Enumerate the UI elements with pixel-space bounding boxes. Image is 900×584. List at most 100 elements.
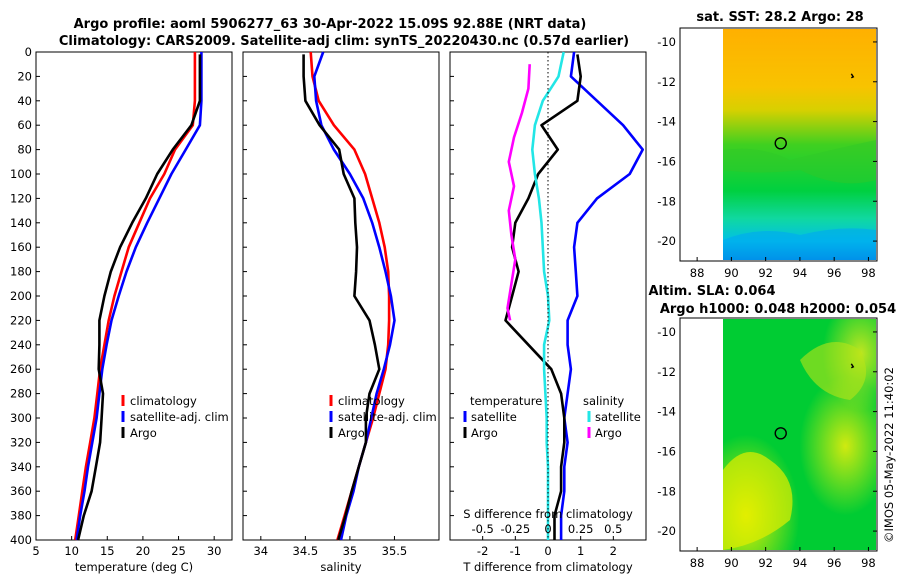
ytick-label: 80 xyxy=(17,143,32,157)
s-xtick-label: 0.5 xyxy=(604,522,622,536)
legend-s-satellite: satellite xyxy=(595,410,641,424)
sst-cool-water xyxy=(723,228,876,260)
s-xtick-label: -0.5 xyxy=(471,522,493,536)
map-xtick-label: 98 xyxy=(861,556,876,570)
series-t-argo xyxy=(504,54,583,540)
map-xtick-label: 96 xyxy=(827,556,842,570)
legend-s-argo: Argo xyxy=(595,426,622,440)
map-ytick-label: -12 xyxy=(657,75,676,89)
xtick-label: 10 xyxy=(64,544,79,558)
legend-climatology: climatology xyxy=(338,394,405,408)
legend-t-satellite: satellite xyxy=(471,410,517,424)
salinity-legend: climatology satellite-adj. clim Argo xyxy=(329,394,437,440)
ytick-label: 180 xyxy=(10,265,32,279)
map-xtick-label: 92 xyxy=(758,266,773,280)
island-marker xyxy=(850,363,855,369)
map-ytick-label: -12 xyxy=(657,365,676,379)
temperature-plot: 0 20 40 60 80 100 120 140 160 180 200 220 240 260 280 3… xyxy=(10,45,221,558)
legend-t-argo: Argo xyxy=(471,426,498,440)
ytick-label: 220 xyxy=(10,313,32,327)
xtick-label: 2 xyxy=(610,544,617,558)
sla-high-patch-2 xyxy=(800,342,867,400)
legend-satellite: satellite-adj. clim xyxy=(130,410,229,424)
s-difference-label: S difference from climatology xyxy=(463,507,633,521)
salinity-xlabel: salinity xyxy=(320,560,361,574)
ytick-label: 140 xyxy=(10,216,32,230)
difference-legend: temperature satellite Argo salinity sate… xyxy=(463,394,641,440)
difference-xlabel: T difference from climatology xyxy=(462,560,633,574)
sla-map-title: Altim. SLA: 0.064 xyxy=(649,284,776,299)
xtick-label: -2 xyxy=(477,544,488,558)
ytick-label: 280 xyxy=(10,387,32,401)
xtick-label: 5 xyxy=(32,544,39,558)
map-xtick-label: 94 xyxy=(793,556,808,570)
map-ytick-label: -18 xyxy=(657,484,676,498)
ytick-label: 200 xyxy=(10,289,32,303)
ytick-label: 60 xyxy=(17,118,32,132)
ytick-label: 160 xyxy=(10,240,32,254)
map-xtick-label: 88 xyxy=(690,266,705,280)
ytick-label: 120 xyxy=(10,191,32,205)
map-ytick-label: -16 xyxy=(657,444,676,458)
series-s-argo xyxy=(506,64,531,321)
xtick-label: 0 xyxy=(544,544,551,558)
map-xtick-label: 96 xyxy=(827,266,842,280)
ytick-label: 340 xyxy=(10,460,32,474)
ytick-label: 240 xyxy=(10,338,32,352)
map-xtick-label: 90 xyxy=(724,556,739,570)
legend-satellite: satellite-adj. clim xyxy=(338,410,437,424)
map-ytick-label: -18 xyxy=(657,194,676,208)
legend-salinity-header: salinity xyxy=(583,394,624,408)
map-ytick-label: -10 xyxy=(657,325,676,339)
map-xtick-label: 92 xyxy=(758,556,773,570)
map-xtick-label: 90 xyxy=(724,266,739,280)
argo-position-marker xyxy=(774,427,787,440)
xtick-label: 15 xyxy=(100,544,115,558)
xtick-label: 34 xyxy=(253,544,268,558)
credit-text: ©IMOS 05-May-2022 11:40:02 xyxy=(882,367,896,543)
ytick-label: 20 xyxy=(17,69,32,83)
sst-front xyxy=(723,140,876,184)
series-argo xyxy=(76,54,202,541)
xtick-label: 20 xyxy=(136,544,151,558)
map-ytick-label: -20 xyxy=(657,234,676,248)
ytick-label: 400 xyxy=(10,533,32,547)
map-ytick-label: -14 xyxy=(657,115,676,129)
legend-climatology: climatology xyxy=(130,394,197,408)
legend-argo: Argo xyxy=(338,426,365,440)
sla-high-patch xyxy=(723,452,793,550)
ytick-label: 40 xyxy=(17,94,32,108)
xtick-label: 1 xyxy=(577,544,584,558)
temperature-legend: climatology satellite-adj. clim Argo xyxy=(121,394,229,440)
ytick-label: 320 xyxy=(10,435,32,449)
map-ytick-label: -20 xyxy=(657,524,676,538)
title-line-2: Climatology: CARS2009. Satellite-adj cli… xyxy=(59,34,629,49)
salinity-panel xyxy=(242,51,440,541)
xtick-label: 25 xyxy=(171,544,186,558)
title-line-1: Argo profile: aoml 5906277_63 30-Apr-202… xyxy=(74,17,587,32)
sla-map-axes: 88 90 92 94 96 98 -10 -12 -14 -16 -18 -20 xyxy=(657,325,877,570)
island-marker xyxy=(850,73,855,79)
ytick-label: 260 xyxy=(10,362,32,376)
sst-map-title: sat. SST: 28.2 Argo: 28 xyxy=(696,10,863,25)
ytick-label: 360 xyxy=(10,484,32,498)
salinity-plot: 34 34.5 35 35.5 xyxy=(243,51,408,558)
map-ytick-label: -10 xyxy=(657,35,676,49)
map-xtick-label: 88 xyxy=(690,556,705,570)
s-xtick-label: 0 xyxy=(544,522,551,536)
map-xtick-label: 98 xyxy=(861,266,876,280)
map-ytick-label: -14 xyxy=(657,405,676,419)
difference-plot: -2 -1 0 1 2 -0.5 -0.25 0 0.25 0.5 xyxy=(450,51,645,558)
temperature-xlabel: temperature (deg C) xyxy=(75,560,193,574)
xtick-label: 30 xyxy=(207,544,222,558)
ytick-label: 380 xyxy=(10,509,32,523)
temperature-panel xyxy=(35,51,233,541)
xtick-label: 35.5 xyxy=(382,544,408,558)
ytick-label: 100 xyxy=(10,167,32,181)
legend-argo: Argo xyxy=(130,426,157,440)
ytick-label: 300 xyxy=(10,411,32,425)
legend-temperature-header: temperature xyxy=(470,394,542,408)
series-argo xyxy=(302,54,381,541)
sst-field xyxy=(723,29,876,260)
